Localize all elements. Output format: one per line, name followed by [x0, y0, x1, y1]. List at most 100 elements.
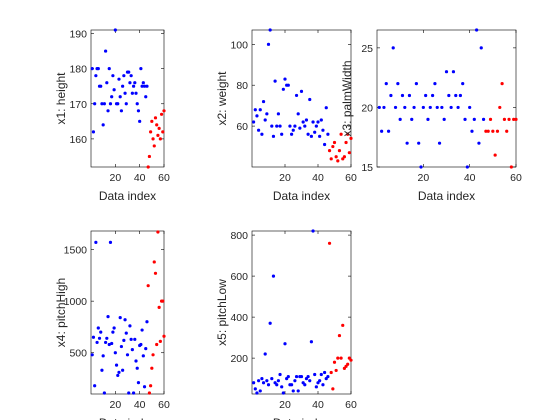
- data-point: [313, 372, 317, 377]
- data-point: [147, 154, 151, 159]
- y-axis-label: x2: weight: [215, 71, 229, 126]
- data-point: [255, 391, 259, 395]
- data-point: [410, 117, 414, 121]
- axes-box: [251, 29, 352, 168]
- data-point: [133, 337, 137, 341]
- data-point: [280, 132, 284, 136]
- data-point: [291, 128, 295, 132]
- data-point: [278, 372, 282, 377]
- y-axis-label: x4: pitchHigh: [54, 278, 68, 347]
- data-point: [336, 356, 340, 360]
- y-tick-label: 15: [361, 162, 373, 174]
- x-axis-label: Data index: [273, 189, 330, 203]
- data-point: [122, 74, 126, 78]
- data-point: [299, 374, 304, 379]
- data-point: [127, 70, 131, 74]
- data-point: [110, 95, 114, 99]
- x-tick-label: 60: [345, 172, 357, 184]
- x-tick-label: 40: [312, 172, 324, 184]
- data-point: [114, 363, 119, 367]
- data-point: [465, 165, 469, 169]
- data-point: [152, 260, 156, 264]
- axes-box: [90, 29, 165, 168]
- y-tick-label: 170: [69, 99, 87, 111]
- data-point: [337, 149, 342, 153]
- data-point: [421, 105, 425, 110]
- data-point: [505, 129, 509, 133]
- data-point: [121, 368, 125, 372]
- data-point: [155, 123, 159, 127]
- data-point: [253, 387, 257, 391]
- data-point: [339, 356, 343, 360]
- data-point: [157, 305, 161, 309]
- x-tick-label: 60: [510, 172, 522, 184]
- data-point: [268, 321, 272, 325]
- data-point: [435, 105, 439, 110]
- data-point: [128, 324, 132, 328]
- data-point: [93, 384, 97, 388]
- y-tick-label: 100: [230, 39, 248, 51]
- data-point: [257, 379, 261, 383]
- data-point: [159, 112, 164, 116]
- data-point: [398, 117, 402, 121]
- data-point: [500, 82, 504, 86]
- data-point: [138, 119, 142, 123]
- data-point: [298, 126, 302, 130]
- data-point: [91, 130, 96, 134]
- data-point: [99, 330, 103, 334]
- data-point: [495, 129, 500, 133]
- data-point: [324, 106, 328, 110]
- data-point: [158, 137, 162, 141]
- data-point: [140, 84, 144, 88]
- y-tick-label: 160: [69, 134, 87, 146]
- data-point: [151, 353, 155, 357]
- y-tick-label: 500: [69, 348, 87, 360]
- data-point: [468, 105, 472, 110]
- data-point: [437, 141, 442, 145]
- data-point: [255, 114, 259, 118]
- data-point: [470, 129, 474, 133]
- data-point: [319, 118, 323, 122]
- data-point: [306, 374, 310, 379]
- data-point: [152, 144, 156, 148]
- data-point: [488, 117, 493, 121]
- data-point: [90, 353, 94, 357]
- x-tick-label: 40: [134, 172, 146, 184]
- data-point: [112, 88, 116, 92]
- data-point: [142, 84, 147, 88]
- data-point: [491, 129, 495, 133]
- data-point: [273, 79, 277, 83]
- data-point: [280, 385, 284, 389]
- y-axis-label: x5: pitchLow: [215, 279, 229, 346]
- series-2: [484, 82, 518, 169]
- data-point: [136, 109, 141, 113]
- y-tick-label: 400: [230, 312, 248, 324]
- data-point: [117, 370, 121, 374]
- data-point: [323, 370, 327, 375]
- data-point: [94, 74, 98, 78]
- y-tick-label: 20: [361, 102, 373, 114]
- data-point: [134, 91, 138, 95]
- x-tick-label: 60: [158, 172, 170, 184]
- data-point: [140, 328, 144, 332]
- data-point: [306, 132, 310, 136]
- data-point: [391, 46, 395, 50]
- data-point: [257, 128, 261, 132]
- data-point: [105, 336, 109, 340]
- data-point: [101, 123, 105, 127]
- subplot-4: 20 40 60 500 1000 1500 Data index x4: pitchHigh: [54, 230, 170, 420]
- data-point: [252, 120, 256, 124]
- x-axis-label: Data index: [273, 416, 330, 420]
- data-point: [304, 118, 309, 122]
- data-point: [124, 331, 128, 335]
- data-point: [149, 384, 153, 388]
- data-point: [294, 374, 299, 379]
- x-tick-label: 60: [345, 399, 357, 411]
- data-point: [116, 102, 120, 106]
- data-point: [106, 315, 110, 319]
- data-point: [268, 28, 272, 32]
- data-point: [293, 124, 297, 128]
- data-point: [136, 381, 141, 385]
- data-point: [329, 370, 333, 375]
- axes-box: [376, 29, 517, 168]
